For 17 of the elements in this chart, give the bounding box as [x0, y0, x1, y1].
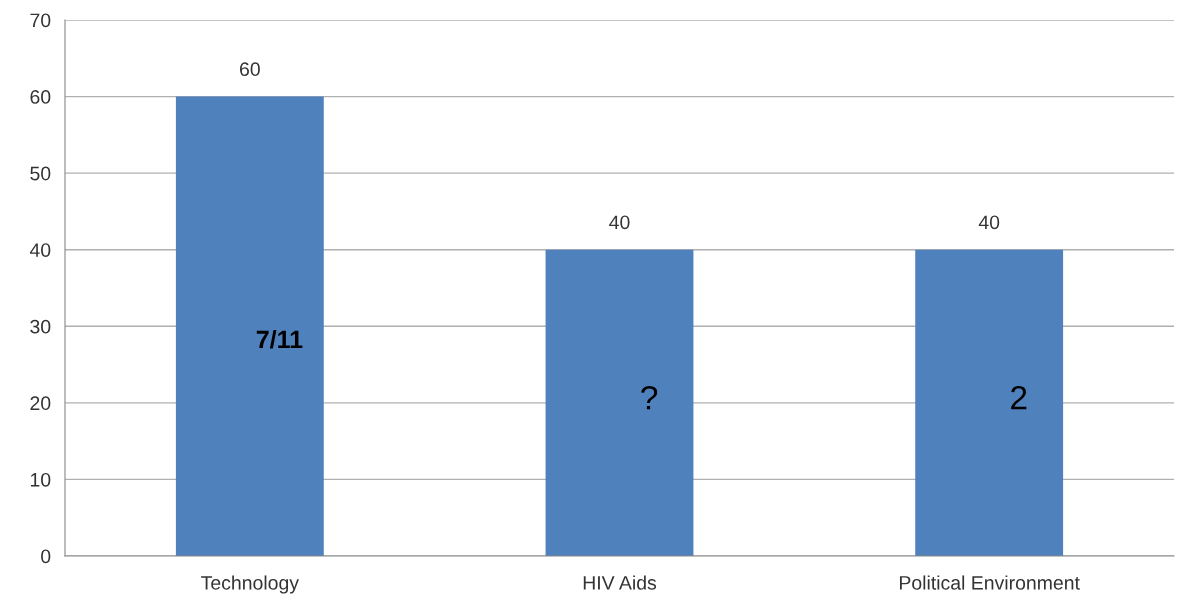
y-tick-label: 60	[30, 90, 51, 104]
y-tick-label: 20	[30, 396, 51, 411]
y-tick-label: 30	[30, 319, 51, 334]
x-tick-label: Technology	[201, 575, 299, 594]
data-label: 60	[240, 62, 260, 77]
y-tick-label: 0	[41, 549, 51, 564]
x-tick-label: HIV Aids	[583, 575, 657, 590]
data-label: 40	[609, 215, 630, 230]
x-tick-label: Political Environment	[899, 575, 1080, 590]
data-label: 40	[978, 215, 1000, 230]
annotation: 2	[1011, 385, 1027, 410]
y-tick-label: 10	[30, 472, 51, 487]
y-tick-label: 50	[30, 166, 51, 181]
annotation: 7/11	[256, 329, 303, 349]
y-tick-label: 70	[30, 13, 51, 28]
annotation: ?	[641, 385, 658, 410]
y-tick-label: 40	[29, 243, 51, 257]
